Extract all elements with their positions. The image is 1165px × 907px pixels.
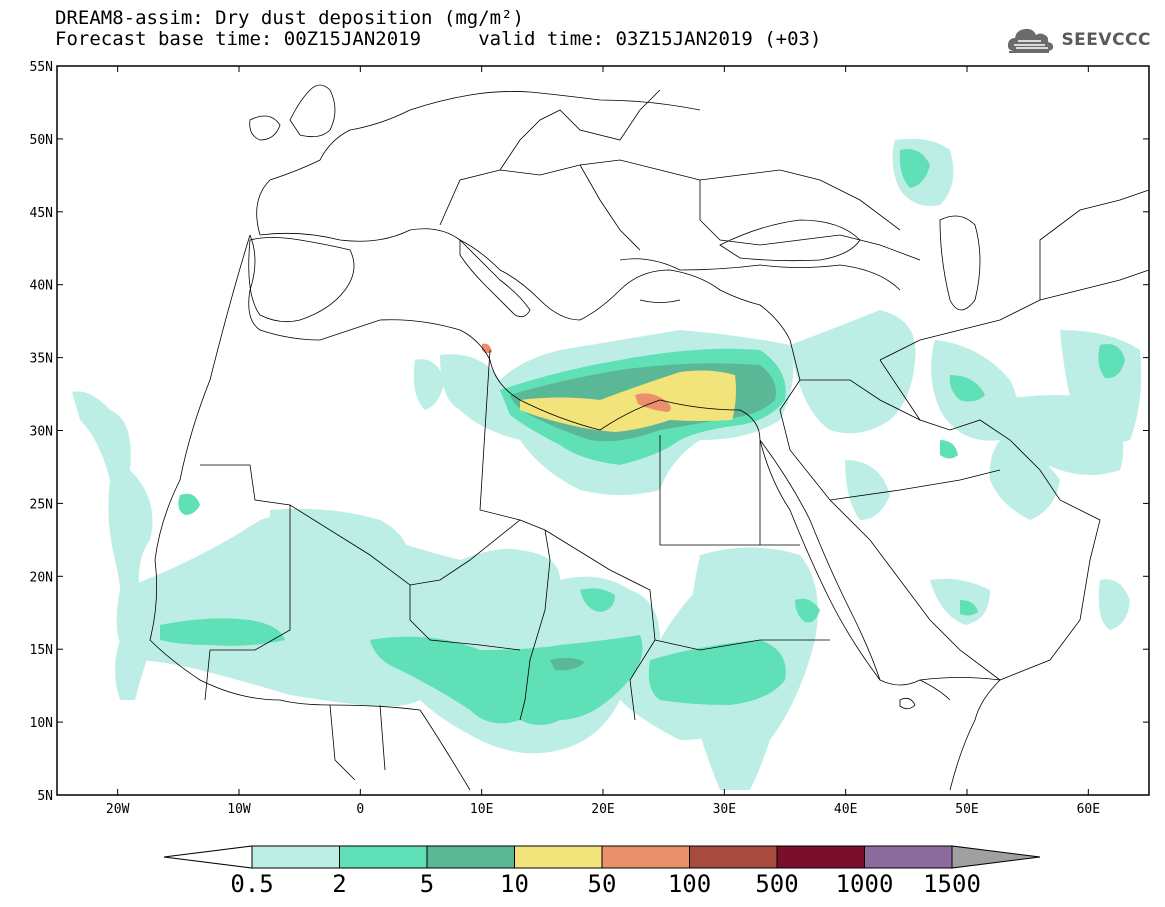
colorbar-label: 10 — [500, 870, 529, 898]
lat-tick-label: 35N — [30, 352, 53, 367]
logo-text: SEEVCCC — [1061, 30, 1151, 50]
colorbar-label: 50 — [588, 870, 617, 898]
colorbar-bin — [339, 845, 428, 869]
colorbar-under-arrow — [163, 845, 253, 869]
lat-tick-label: 15N — [30, 643, 53, 658]
lat-tick-label: 40N — [30, 279, 53, 294]
colorbar-bin — [251, 845, 340, 869]
colorbar-bin — [426, 845, 515, 869]
lon-tick-label: 60E — [1077, 802, 1100, 817]
dust-deposition-shading — [72, 138, 1142, 790]
lon-tick-label: 50E — [955, 802, 978, 817]
colorbar-bin — [689, 845, 778, 869]
lat-tick-label: 50N — [30, 133, 53, 148]
deposition-10-50 — [520, 370, 736, 432]
coastlines-borders — [149, 84, 1149, 791]
lat-tick-label: 55N — [30, 60, 53, 75]
colorbar-bin — [601, 845, 690, 869]
lat-tick-label: 25N — [30, 497, 53, 512]
lon-tick-label: 40E — [834, 802, 857, 817]
colorbar-label: 100 — [668, 870, 711, 898]
colorbar-label: 5 — [420, 870, 434, 898]
colorbar-label: 0.5 — [230, 870, 273, 898]
lon-tick-label: 30E — [713, 802, 736, 817]
colorbar-bin — [864, 845, 953, 869]
latitude-axis: 55N 50N 45N 40N 35N 30N 25N 20N 15N 10N 5N — [30, 60, 1149, 804]
lon-tick-label: 20E — [591, 802, 614, 817]
map-title: DREAM8-assim: Dry dust deposition (mg/m²… — [55, 7, 524, 29]
colorbar: 0.5 2 5 10 50 100 500 1000 1500 — [163, 845, 1041, 898]
lat-tick-label: 20N — [30, 570, 53, 585]
map-subtitle-times: Forecast base time: 00Z15JAN2019 valid t… — [55, 28, 822, 50]
lat-tick-label: 30N — [30, 425, 53, 440]
lon-tick-label: 20W — [106, 802, 130, 817]
colorbar-label: 2 — [332, 870, 346, 898]
lat-tick-label: 5N — [37, 789, 53, 804]
lat-tick-label: 45N — [30, 206, 53, 221]
longitude-axis: 20W 10W 0 10E 20E 30E 40E 50E 60E — [106, 66, 1100, 817]
colorbar-over-arrow — [951, 845, 1041, 869]
colorbar-label: 1000 — [836, 870, 894, 898]
seevccc-logo: SEEVCCC — [1005, 25, 1151, 55]
colorbar-bin — [776, 845, 865, 869]
lon-tick-label: 10W — [227, 802, 251, 817]
lat-tick-label: 10N — [30, 716, 53, 731]
cloud-logo-icon — [1008, 28, 1054, 53]
colorbar-bin — [514, 845, 603, 869]
lon-tick-label: 10E — [470, 802, 493, 817]
colorbar-label: 500 — [755, 870, 798, 898]
colorbar-label: 1500 — [923, 870, 981, 898]
lon-tick-label: 0 — [356, 802, 364, 817]
